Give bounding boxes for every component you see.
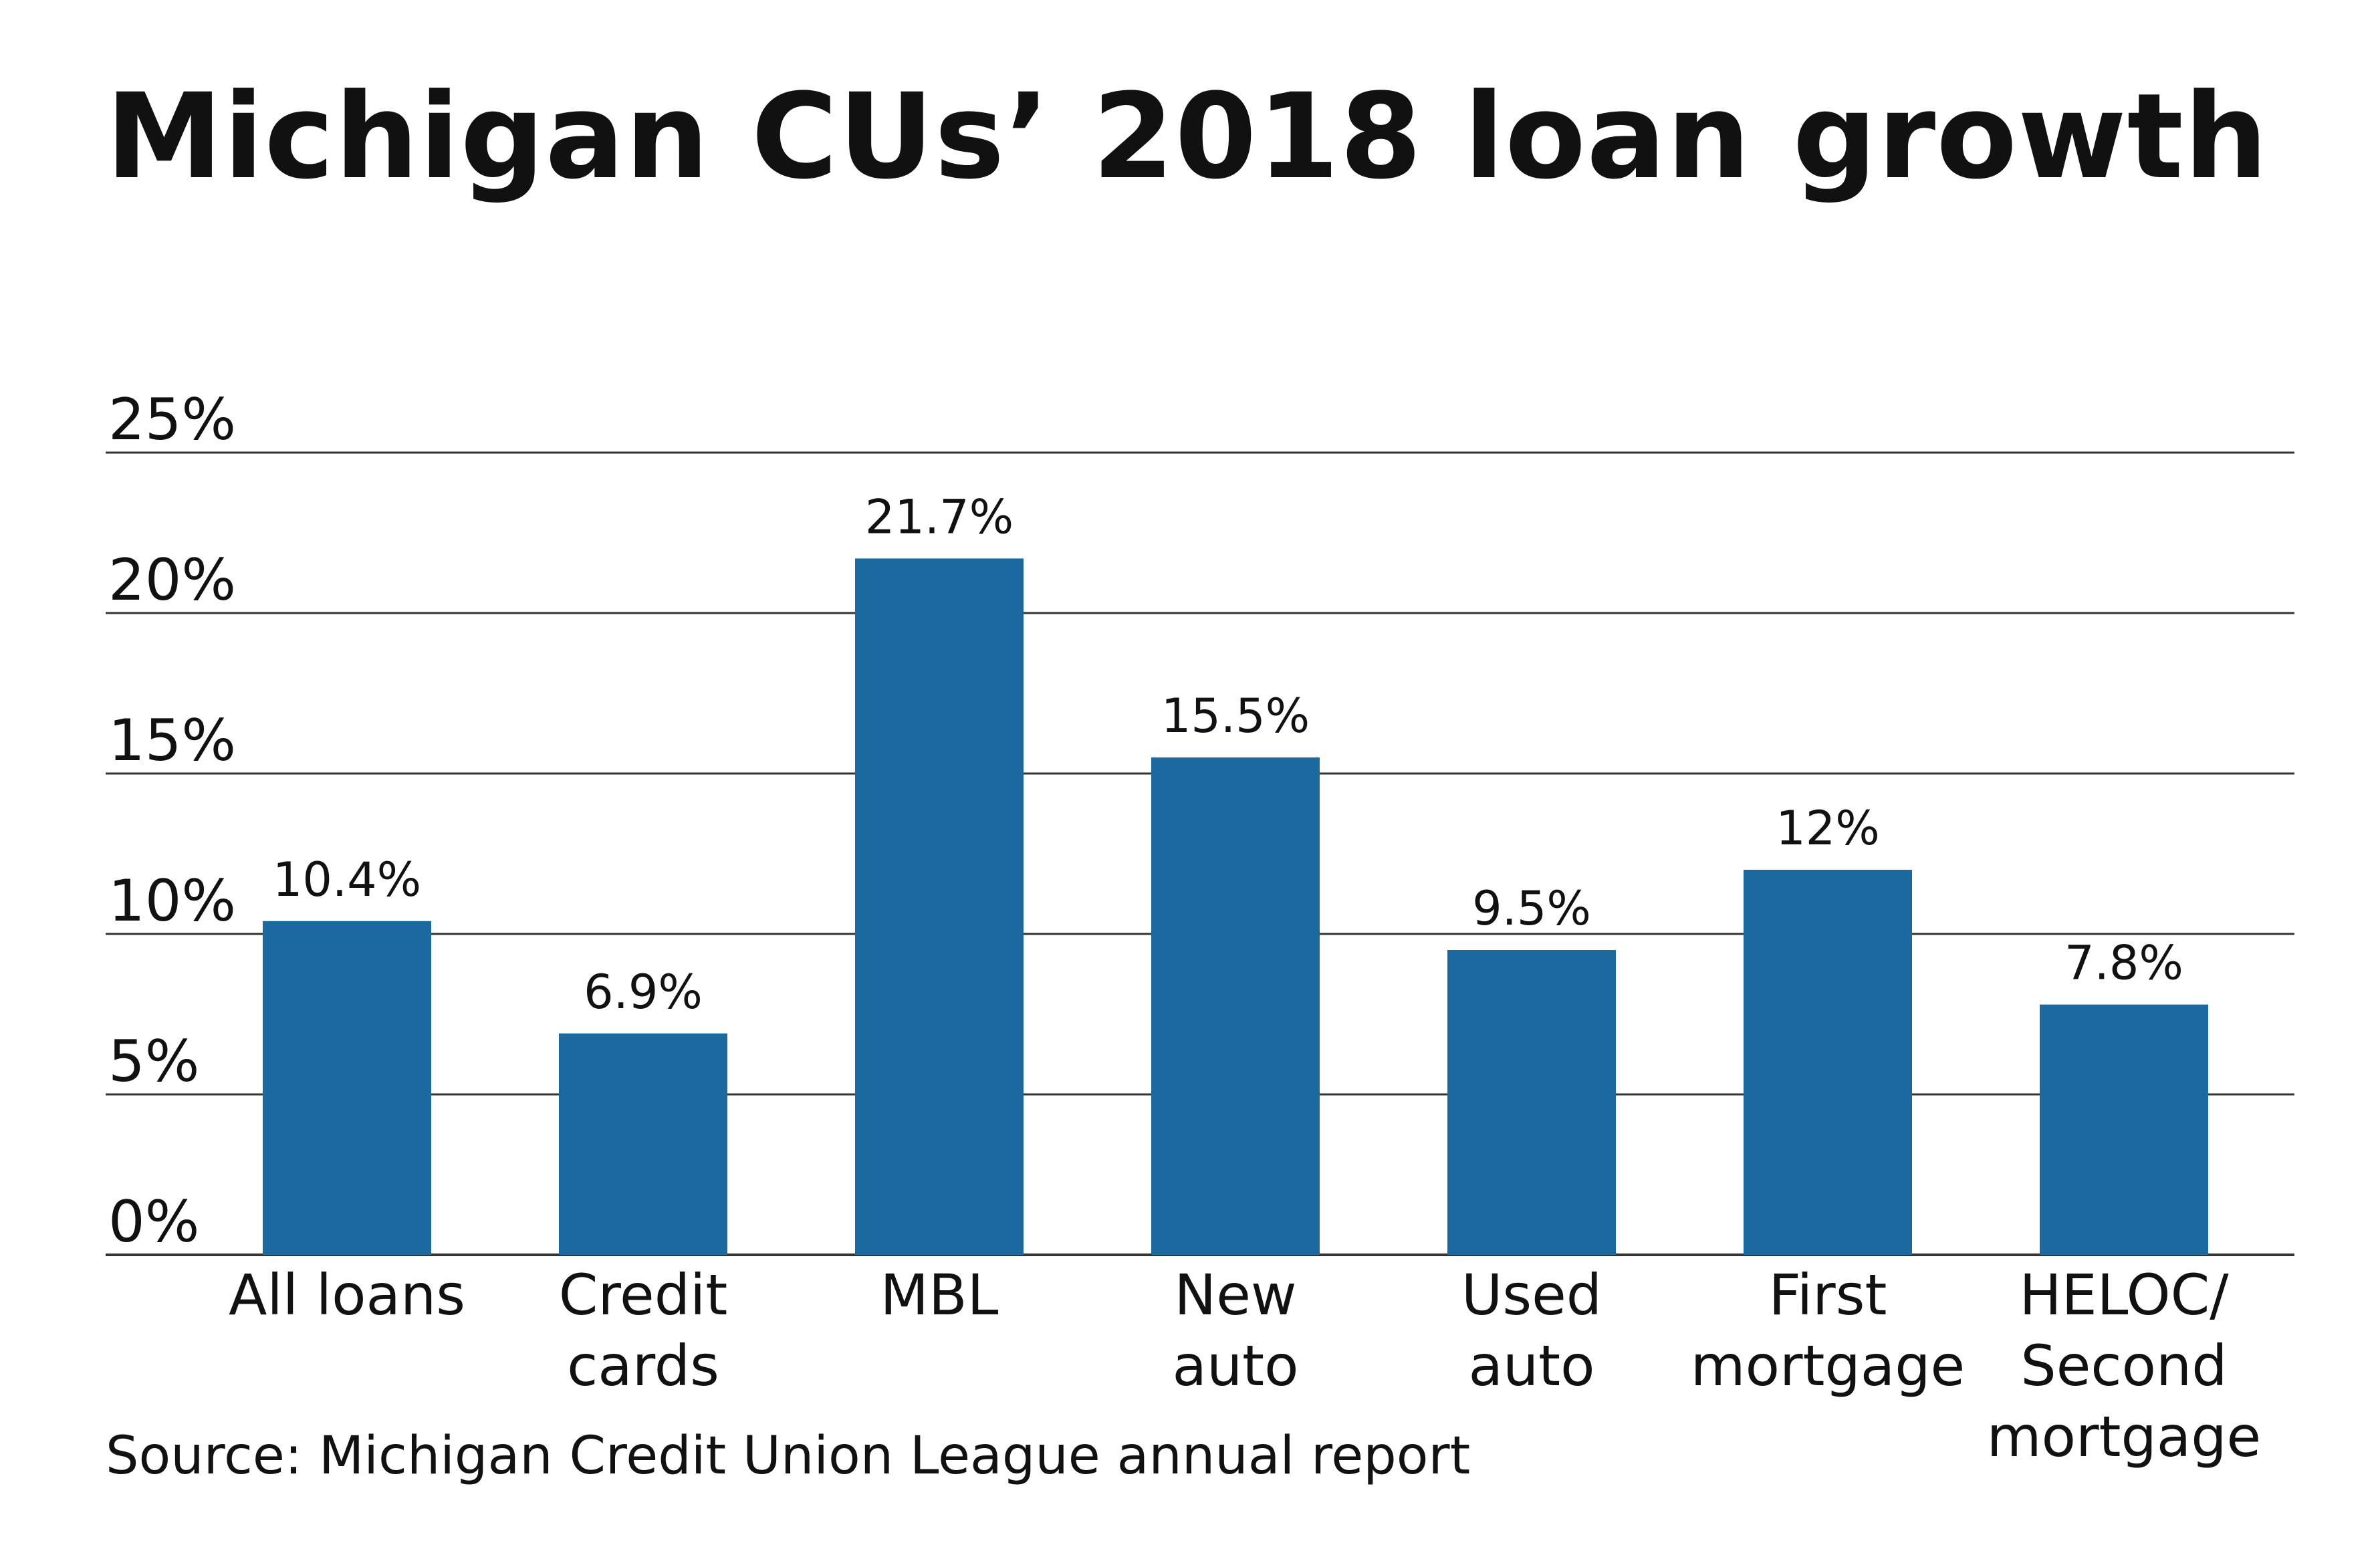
bar-value-label: 6.9% xyxy=(584,965,703,1020)
bars xyxy=(263,558,2208,1255)
y-tick-label: 20% xyxy=(108,547,236,614)
x-category-label-line: auto xyxy=(1172,1333,1298,1399)
x-category-label-line: mortgage xyxy=(1691,1333,1965,1399)
y-axis-tick-labels: 0% 5% 10% 15% 20% 25% xyxy=(108,386,236,1256)
bar xyxy=(2040,1004,2208,1255)
bar xyxy=(559,1033,727,1255)
bar xyxy=(1447,950,1616,1255)
x-category-label: HELOC/Second mortgage xyxy=(1987,1262,2261,1469)
x-category-label-line: All loans xyxy=(229,1262,465,1328)
x-category-label: MBL xyxy=(880,1262,999,1328)
x-category-label: All loans xyxy=(229,1262,465,1328)
chart-title: Michigan CUs’ 2018 loan growth xyxy=(106,68,2269,205)
bar xyxy=(263,921,431,1255)
x-category-label-line: mortgage xyxy=(1987,1404,2261,1469)
bar-value-label: 15.5% xyxy=(1161,689,1310,743)
x-category-label-line: auto xyxy=(1468,1333,1594,1399)
x-category-label: Used auto xyxy=(1461,1262,1602,1399)
chart-source-note: Source: Michigan Credit Union League ann… xyxy=(106,1426,1471,1486)
bar-value-label: 9.5% xyxy=(1472,881,1591,936)
x-category-label: Credit cards xyxy=(559,1262,728,1399)
bar-value-label: 7.8% xyxy=(2064,936,2183,991)
y-tick-label: 0% xyxy=(108,1189,199,1256)
x-category-label-line: HELOC/ xyxy=(2019,1262,2229,1328)
bar-value-label: 12% xyxy=(1776,801,1880,856)
x-category-label-line: First xyxy=(1769,1262,1887,1328)
x-category-label: New auto xyxy=(1172,1262,1298,1399)
bar xyxy=(1744,870,1912,1255)
bar xyxy=(1151,757,1320,1255)
y-tick-label: 10% xyxy=(108,868,236,935)
bar xyxy=(855,558,1024,1255)
y-tick-label: 5% xyxy=(108,1028,199,1095)
bar-value-label: 21.7% xyxy=(865,489,1014,544)
x-category-label-line: MBL xyxy=(880,1262,999,1328)
bar-value-labels: 10.4% 6.9% 21.7% 15.5% 9.5% 12% 7.8% xyxy=(273,489,2183,1019)
bar-value-label: 10.4% xyxy=(273,852,421,907)
x-category-label-line: Used xyxy=(1461,1262,1602,1328)
x-category-label: First mortgage xyxy=(1691,1262,1965,1399)
x-category-label-line: cards xyxy=(567,1333,719,1399)
y-tick-label: 15% xyxy=(108,707,236,774)
y-tick-label: 25% xyxy=(108,386,236,453)
x-category-label-line: Second xyxy=(2020,1333,2227,1399)
x-category-label-line: New xyxy=(1174,1262,1296,1328)
x-category-label-line: Credit xyxy=(559,1262,728,1328)
